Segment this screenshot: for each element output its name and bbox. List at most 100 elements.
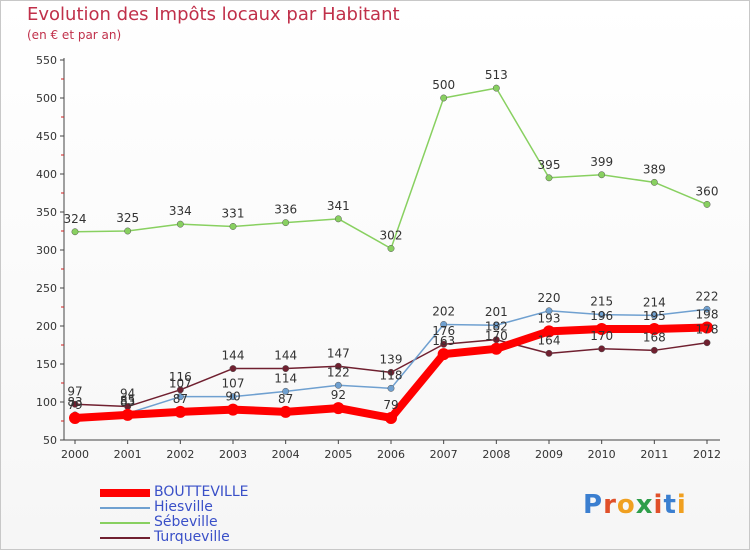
data-label: 193 xyxy=(538,311,561,325)
y-tick-label: 250 xyxy=(36,282,57,295)
data-point xyxy=(437,348,450,361)
legend-label-sebeville: Sébeville xyxy=(154,514,218,530)
data-point xyxy=(543,325,555,338)
data-label: 94 xyxy=(120,387,135,401)
data-label: 214 xyxy=(643,295,666,309)
data-label: 178 xyxy=(696,323,719,337)
data-point xyxy=(545,349,553,357)
data-label: 331 xyxy=(222,206,245,220)
data-point xyxy=(598,311,606,319)
x-tick-label: 2000 xyxy=(61,448,89,461)
data-label: 325 xyxy=(116,211,139,225)
x-tick-label: 2002 xyxy=(166,448,194,461)
data-label: 324 xyxy=(64,212,87,226)
logo-letter: r xyxy=(603,490,617,520)
data-point xyxy=(598,345,606,353)
data-label: 144 xyxy=(222,349,245,363)
data-point xyxy=(648,323,661,336)
data-point xyxy=(595,323,608,336)
data-point xyxy=(71,228,79,236)
chart-title: Evolution des Impôts locaux par Habitant xyxy=(27,4,400,25)
data-label: 215 xyxy=(590,295,613,309)
data-label: 107 xyxy=(222,377,245,391)
data-point xyxy=(332,402,345,415)
data-label: 201 xyxy=(485,305,508,319)
x-tick-label: 2008 xyxy=(482,448,510,461)
data-label: 399 xyxy=(590,155,613,169)
legend-label-turqueville: Turqueville xyxy=(154,529,230,545)
logo-letter: x xyxy=(635,490,654,520)
data-label: 144 xyxy=(274,349,297,363)
data-label: 79 xyxy=(383,398,398,412)
data-point xyxy=(650,311,658,319)
logo-letter: i xyxy=(653,490,664,520)
data-label: 302 xyxy=(380,228,403,242)
logo-letter: t xyxy=(663,490,677,520)
data-label: 87 xyxy=(278,392,293,406)
data-label: 83 xyxy=(120,395,135,409)
data-point xyxy=(282,387,290,395)
data-point xyxy=(121,408,134,421)
data-label: 114 xyxy=(274,371,297,385)
y-tick-label: 100 xyxy=(36,396,57,409)
data-label: 163 xyxy=(432,334,455,348)
data-point xyxy=(124,227,132,235)
data-label: 196 xyxy=(590,309,613,323)
data-label: 168 xyxy=(643,330,666,344)
x-tick-label: 2010 xyxy=(588,448,616,461)
data-point xyxy=(282,365,290,373)
y-tick-label: 500 xyxy=(36,92,57,105)
data-label: 336 xyxy=(274,203,297,217)
data-label: 513 xyxy=(485,68,508,82)
x-tick-label: 2006 xyxy=(377,448,405,461)
data-label: 220 xyxy=(538,291,561,305)
data-label: 360 xyxy=(696,184,719,198)
data-label: 395 xyxy=(538,158,561,172)
data-point xyxy=(387,245,395,252)
data-point xyxy=(701,321,713,334)
data-label: 83 xyxy=(67,395,82,409)
data-label: 341 xyxy=(327,199,350,213)
legend-swatch-sebeville xyxy=(100,521,150,524)
data-point xyxy=(650,346,658,354)
x-tick-label: 2012 xyxy=(693,448,721,461)
y-tick-label: 450 xyxy=(36,130,57,143)
data-point xyxy=(282,219,290,227)
data-label: 170 xyxy=(590,329,613,343)
data-point xyxy=(71,400,79,408)
data-label: 170 xyxy=(485,329,508,343)
data-label: 97 xyxy=(67,384,82,398)
data-label: 122 xyxy=(327,365,350,379)
data-label: 222 xyxy=(696,289,719,303)
data-point xyxy=(703,339,711,347)
legend-swatch-hiesville xyxy=(100,506,150,509)
data-label: 164 xyxy=(538,333,561,347)
x-tick-label: 2004 xyxy=(272,448,300,461)
y-tick-label: 550 xyxy=(36,54,57,67)
data-point xyxy=(650,178,658,186)
data-label: 198 xyxy=(696,308,719,322)
data-point xyxy=(279,405,292,418)
logo-letter: o xyxy=(616,490,636,520)
data-label: 500 xyxy=(432,78,455,92)
data-label: 195 xyxy=(643,309,666,323)
y-tick-label: 350 xyxy=(36,206,57,219)
data-label: 90 xyxy=(225,390,240,404)
data-label: 182 xyxy=(485,320,508,334)
data-point xyxy=(598,171,606,179)
data-point xyxy=(176,220,184,228)
data-label: 116 xyxy=(169,370,192,384)
y-tick-label: 400 xyxy=(36,168,57,181)
data-point xyxy=(334,215,342,223)
data-label: 92 xyxy=(331,388,346,402)
data-label: 118 xyxy=(380,368,403,382)
data-point xyxy=(492,321,500,329)
x-tick-label: 2005 xyxy=(324,448,352,461)
data-point xyxy=(229,365,237,373)
x-tick-label: 2007 xyxy=(430,448,458,461)
data-point xyxy=(490,342,503,355)
data-point xyxy=(440,321,448,328)
data-point xyxy=(227,403,239,416)
